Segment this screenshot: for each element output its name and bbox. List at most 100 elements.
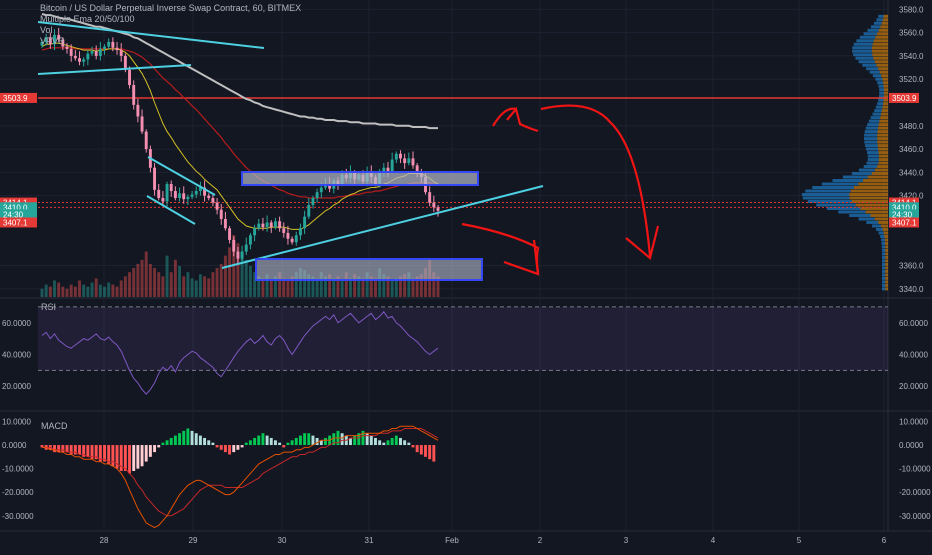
trendline-upper-resistance[interactable] — [37, 21, 265, 49]
volume-bar — [357, 276, 361, 297]
arrow-down-head[interactable] — [503, 239, 540, 276]
candle-body — [128, 69, 131, 86]
vpvr-bar-up — [858, 60, 875, 64]
candle-body — [82, 59, 86, 62]
trendline-channel-bottom[interactable] — [37, 64, 192, 75]
vpvr-bar-down — [851, 199, 888, 203]
macd-histogram-bar — [73, 445, 77, 455]
candle-body — [223, 218, 227, 229]
vpvr-bar-up — [867, 151, 879, 155]
volume-bar — [215, 268, 219, 297]
volume-bar — [319, 272, 323, 297]
candle-body — [219, 209, 223, 219]
candle-body — [428, 192, 432, 203]
macd-histogram-bar — [103, 445, 106, 462]
trendline-falling-wedge-bottom[interactable] — [146, 195, 196, 225]
macd-histogram-bar — [253, 437, 257, 446]
vpvr-bar-down — [877, 137, 888, 141]
vpvr-bar-down — [850, 189, 888, 193]
macd-histogram-bar — [315, 437, 319, 446]
vpvr-bar-up — [881, 241, 886, 245]
volume-bar — [228, 247, 232, 297]
candle-body — [153, 167, 157, 190]
vpvr-bar-up — [856, 39, 874, 43]
vpvr-bar-down — [872, 42, 888, 46]
macd-histogram-bar — [119, 445, 123, 471]
candle-body — [211, 198, 215, 203]
time-tick-label: 30 — [278, 536, 287, 545]
right-price-badge — [889, 209, 919, 220]
candle-body — [261, 223, 265, 228]
volume-bar — [394, 278, 398, 297]
vpvr-bar-up — [866, 220, 879, 224]
indicator-ema-label[interactable]: Multiple Ema 20/50/100 — [40, 14, 135, 24]
user-drawings[interactable] — [37, 21, 660, 281]
vpvr-bar-up — [852, 49, 872, 53]
candle-body — [265, 222, 269, 228]
macd-histogram-bar — [286, 442, 290, 446]
volume-bar — [123, 276, 127, 297]
volume-bar — [161, 276, 165, 297]
price-tick-label: 3360.0 — [899, 262, 924, 271]
candle-body — [73, 55, 77, 59]
macd-histogram-bar — [40, 445, 44, 448]
arrow-down-right-head[interactable] — [625, 225, 660, 260]
vpvr-bar-down — [849, 193, 888, 197]
macd-histogram-bar — [123, 445, 127, 471]
macd-histogram-bar — [407, 442, 411, 446]
macd-histogram-bar — [307, 433, 311, 446]
vpvr-bar-down — [884, 91, 888, 95]
candle-body — [90, 51, 94, 54]
vpvr-bar-up — [882, 287, 886, 291]
rsi-pane-label[interactable]: RSI — [41, 302, 57, 312]
macd-tick-label-right: -30.0000 — [899, 512, 931, 521]
indicator-vpvr-label[interactable]: VPVR — [40, 36, 65, 46]
macd-histogram-bar — [140, 445, 144, 467]
volume-bar — [244, 259, 248, 297]
vpvr-bar-down — [877, 133, 888, 137]
vpvr-bar-up — [821, 182, 859, 186]
volume-bar — [328, 274, 332, 297]
macd-histogram-bar — [132, 445, 136, 471]
volume-bar — [103, 286, 106, 297]
candle-body — [57, 34, 61, 40]
indicator-vol-label[interactable]: Vol — [40, 25, 53, 35]
arrow-down-right-path[interactable] — [540, 104, 652, 257]
vpvr-bar-up — [805, 189, 851, 193]
arrow-up-head[interactable] — [506, 106, 539, 133]
candle-body — [257, 223, 261, 229]
candle-body — [290, 238, 294, 243]
support-box[interactable] — [255, 258, 483, 281]
vpvr-bar-up — [876, 227, 883, 231]
vpvr-bar-down — [877, 144, 888, 148]
candle-body — [286, 232, 290, 239]
macd-histogram-bar — [411, 445, 415, 448]
macd-signal-line — [42, 428, 439, 517]
resistance-box[interactable] — [241, 171, 479, 186]
vpvr-bar-up — [849, 213, 871, 217]
candle-body — [244, 244, 248, 252]
vpvr-bar-up — [881, 262, 886, 266]
volume-bar — [311, 276, 315, 297]
arrow-up-path[interactable] — [492, 107, 517, 127]
vpvr-bar-up — [878, 231, 884, 235]
macd-histogram-bar — [173, 435, 177, 446]
macd-histogram-bar — [153, 445, 157, 453]
vpvr-bar-down — [885, 287, 888, 291]
trendline-rising-support[interactable] — [221, 185, 544, 269]
macd-pane-label[interactable]: MACD — [41, 421, 68, 431]
trendline-falling-wedge-top[interactable] — [147, 156, 216, 196]
price-tick-label: 3520.0 — [899, 75, 924, 84]
volume-bar — [344, 272, 348, 297]
macd-histogram-bar — [349, 437, 352, 446]
volume-bar — [349, 278, 352, 297]
volume-bar — [424, 268, 427, 297]
vpvr-bar-down — [882, 227, 888, 231]
candle-body — [190, 194, 194, 197]
vpvr-bar-up — [882, 276, 886, 280]
candle-body — [94, 51, 98, 56]
macd-histogram-bar — [290, 440, 294, 446]
vpvr-bar-down — [885, 283, 888, 287]
